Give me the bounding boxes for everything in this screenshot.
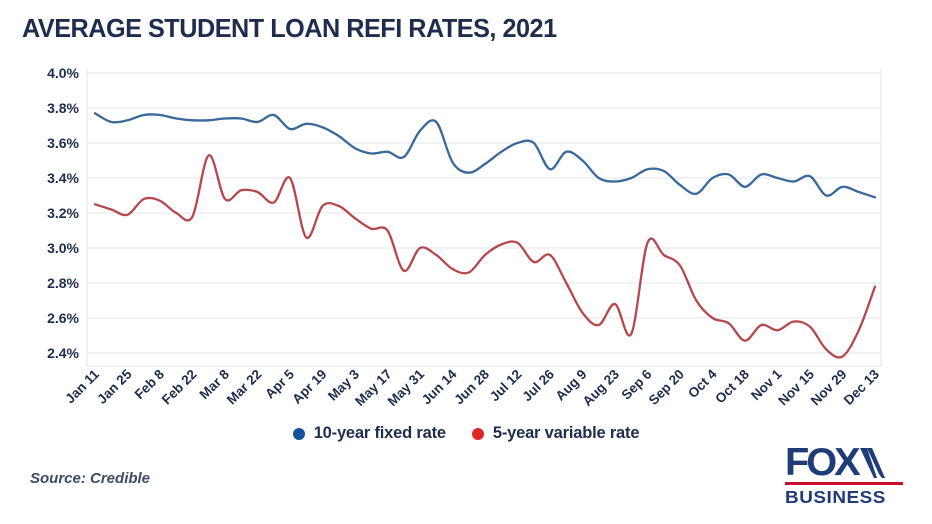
x-tick-label: Jul 26 [519, 366, 557, 404]
x-tick-label: Apr 19 [289, 367, 329, 407]
y-tick-label: 4.0% [47, 65, 79, 81]
fox-logo-red-bar [785, 481, 903, 485]
refi-rates-line-chart: 4.0% 3.8% 3.6% 3.4% 3.2% 3.0% 2.8% 2.6% 2.4% Jan … [47, 65, 883, 409]
x-tick-label: Jun 14 [419, 366, 460, 407]
y-tick-label: 3.8% [47, 100, 79, 116]
page-title: AVERAGE STUDENT LOAN REFI RATES, 2021 [22, 13, 557, 43]
chart-legend: 10-year fixed rate 5-year variable rate [0, 424, 932, 443]
fox-business-text: BUSINESS [785, 486, 886, 507]
source-credit: Source: Credible [30, 470, 151, 487]
legend-item-fixed-rate: 10-year fixed rate [292, 424, 446, 443]
fox-logo-text: FOX [785, 441, 861, 484]
variable-rate-line [93, 154, 877, 359]
fixed-rate-dot-icon [292, 427, 305, 440]
x-tick-label: Jul 12 [487, 367, 525, 405]
fox-business-logo: FOX BUSINESS [785, 441, 910, 508]
variable-rate-dot-icon [471, 427, 484, 440]
x-tick-label: Jan 11 [62, 366, 102, 406]
x-tick-label: Oct 18 [712, 366, 752, 406]
y-tick-label: 2.8% [47, 275, 79, 291]
y-tick-label: 3.6% [47, 135, 79, 151]
y-tick-label: 2.4% [47, 345, 79, 361]
x-tick-label: May 31 [385, 366, 428, 409]
x-tick-label: Nov 29 [808, 367, 850, 409]
x-tick-label: Jun 28 [451, 366, 492, 407]
chart-area: 4.0% 3.8% 3.6% 3.4% 3.2% 3.0% 2.8% 2.6% 2.4% Jan … [0, 55, 932, 415]
x-tick-label: Jan 25 [94, 366, 135, 407]
x-tick-label: Feb 22 [159, 367, 200, 408]
legend-item-variable-rate: 5-year variable rate [471, 424, 640, 443]
legend-label: 5-year variable rate [492, 424, 640, 442]
fixed-rate-line [93, 112, 877, 199]
footer: Source: Credible FOX BUSINESS [0, 443, 932, 524]
x-tick-label: Dec 13 [841, 366, 883, 408]
legend-label: 10-year fixed rate [313, 424, 446, 442]
y-tick-label: 3.4% [47, 170, 79, 186]
x-tick-label: Mar 22 [224, 367, 265, 408]
y-tick-label: 3.0% [47, 240, 79, 256]
y-tick-label: 2.6% [47, 310, 79, 326]
x-tick-label: Aug 23 [580, 366, 623, 409]
x-tick-label: Sep 20 [646, 367, 687, 408]
y-tick-label: 3.2% [47, 205, 79, 221]
fox-searchlight-icon [860, 447, 886, 478]
